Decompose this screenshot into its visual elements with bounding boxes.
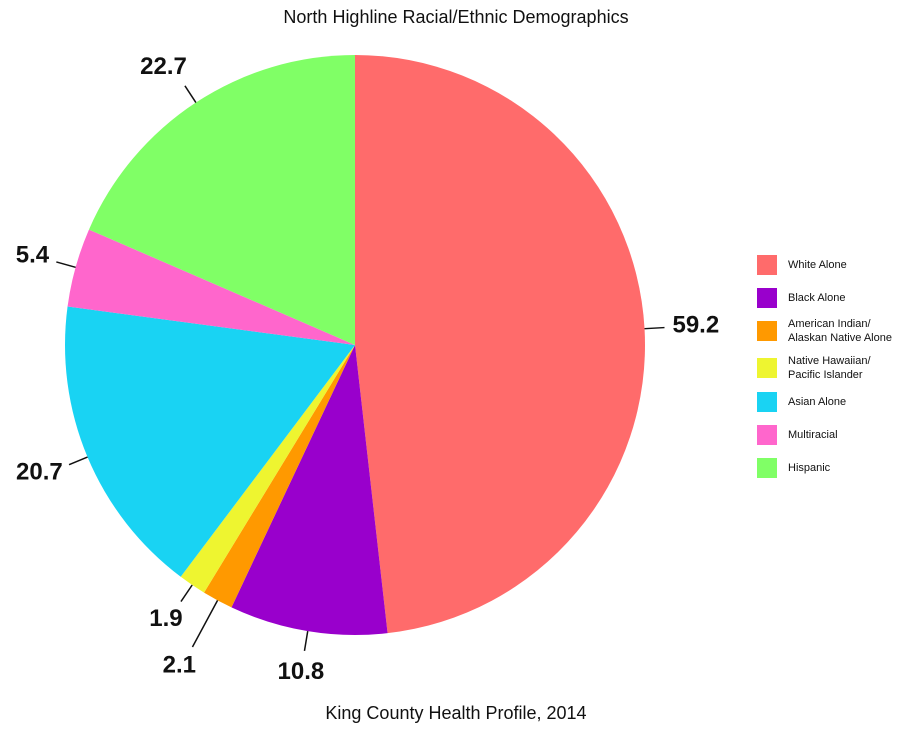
data-label: 5.4 [16,241,50,268]
pie-slice [204,345,355,608]
legend-swatch [757,458,777,478]
data-label: 59.2 [672,312,719,339]
data-label: 2.1 [163,652,196,679]
leader-line [56,261,76,269]
legend-label: Native Hawaiian/Pacific Islander [788,355,871,381]
pie-slice [180,345,355,593]
leader-line [180,584,193,602]
chart-subtitle: King County Health Profile, 2014 [325,703,586,723]
leader-line [184,85,197,103]
pie-slice [231,345,388,636]
data-label: 22.7 [140,53,187,80]
legend-label: Black Alone [788,292,845,304]
legend-label: White Alone [788,259,847,271]
leader-line [191,600,219,648]
legend-swatch [757,358,777,378]
data-label: 10.8 [278,658,325,685]
legend-label: American Indian/Alaskan Native Alone [788,318,892,344]
legend-label: Hispanic [788,462,831,474]
pie-slice [67,229,355,345]
legend-swatch [757,321,777,341]
data-label: 1.9 [149,605,182,632]
legend-swatch [757,392,777,412]
leader-line [303,630,309,651]
pie-slice [88,55,356,345]
pie-slice [355,55,646,634]
legend-swatch [757,425,777,445]
legend-swatch [757,255,777,275]
chart-title: North Highline Racial/Ethnic Demographic… [283,7,628,27]
leader-line [68,456,88,466]
legend-swatch [757,288,777,308]
data-label: 20.7 [16,459,63,486]
leader-line [644,326,665,330]
legend-label: Multiracial [788,429,838,441]
legend-label: Asian Alone [788,396,846,408]
pie-slice [64,306,355,577]
